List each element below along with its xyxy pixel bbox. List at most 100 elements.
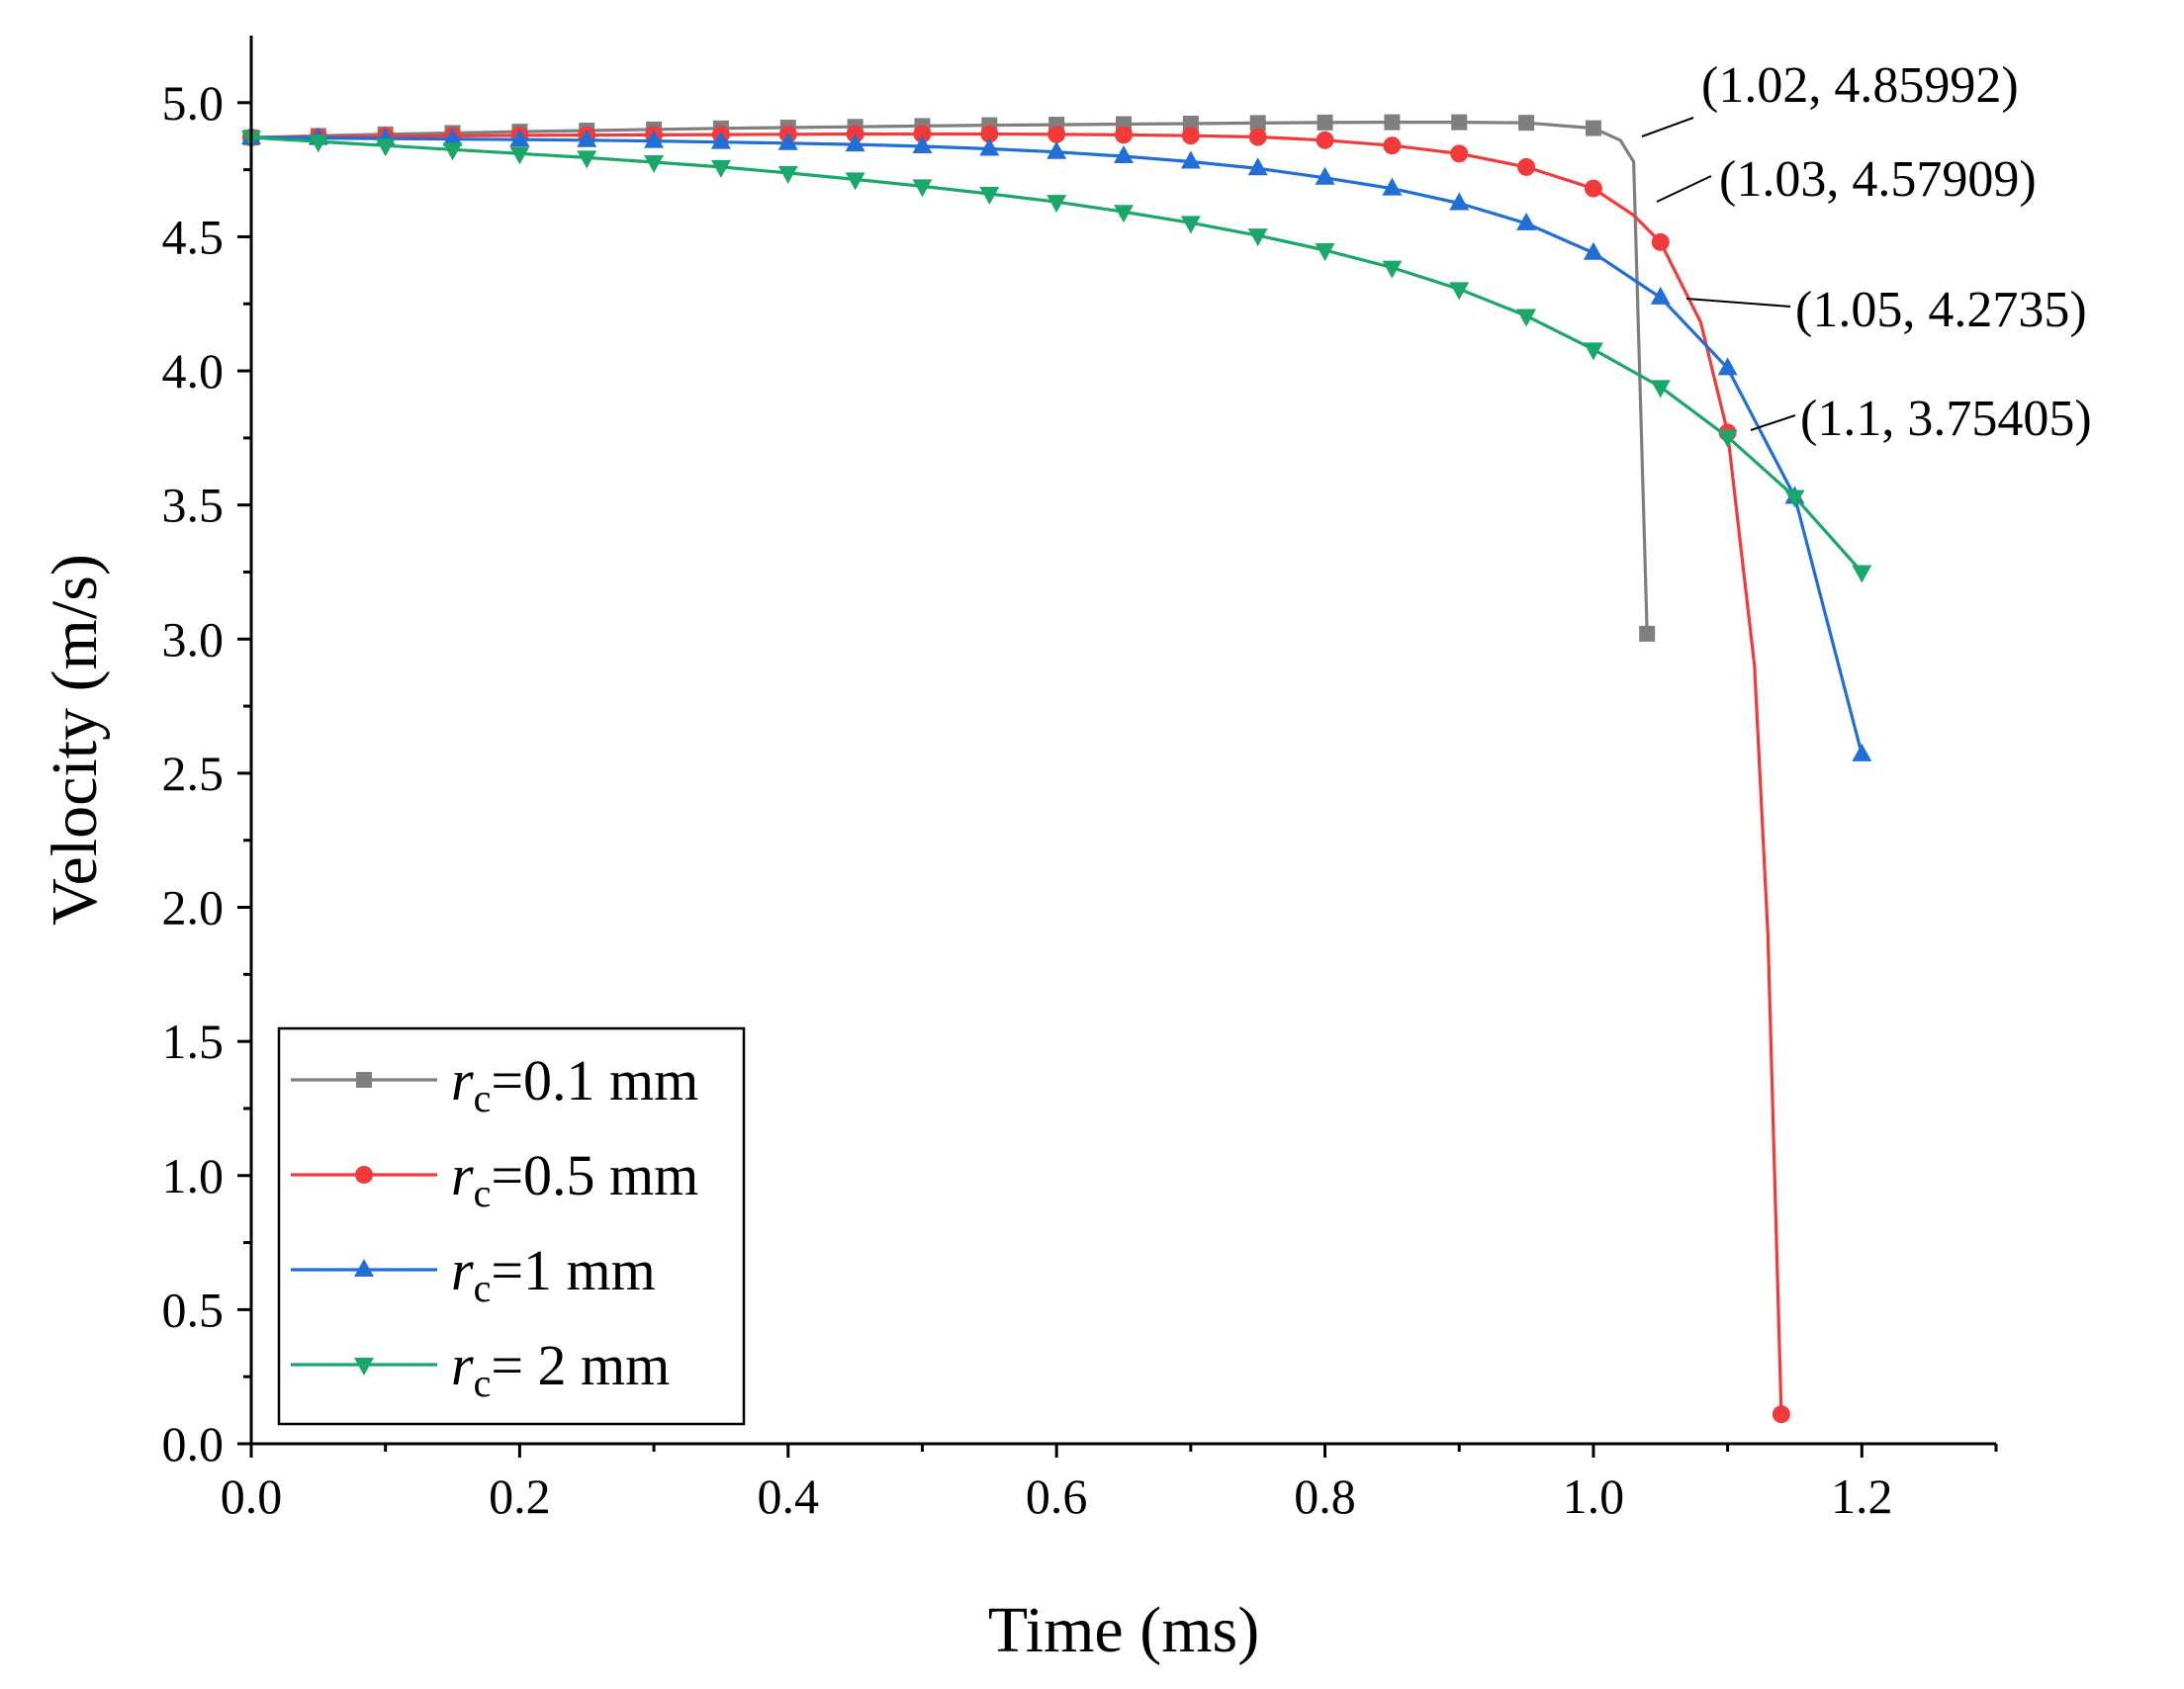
data-point [1784, 489, 1805, 508]
legend-swatch-marker [355, 1166, 373, 1184]
data-point [1583, 342, 1603, 361]
y-tick-label: 0.0 [162, 1416, 225, 1471]
data-point [1315, 166, 1335, 185]
y-axis-title: Velocity (m/s) [39, 554, 111, 926]
data-point [1317, 114, 1333, 131]
data-point [1046, 195, 1067, 214]
data-point [1583, 241, 1603, 260]
data-point [1584, 179, 1602, 198]
data-point [979, 187, 1000, 206]
data-point [1449, 282, 1470, 301]
data-point [777, 165, 798, 184]
legend-rest: =0.1 mm [491, 1048, 698, 1112]
y-tick-label: 3.5 [162, 478, 225, 533]
legend-item-3: rc= 2 mm [291, 1333, 670, 1405]
data-point [1046, 140, 1067, 159]
data-point [1181, 127, 1200, 145]
annotation-leader-line [1656, 175, 1712, 203]
data-point [912, 135, 933, 154]
data-point [1451, 114, 1468, 131]
legend-label: rc=0.1 mm [451, 1048, 698, 1120]
data-point [1182, 115, 1199, 132]
data-point [1180, 150, 1201, 169]
data-point [1384, 114, 1401, 131]
legend-label: rc=0.5 mm [451, 1143, 698, 1215]
legend-item-2: rc=1 mm [291, 1238, 656, 1310]
data-point [1852, 743, 1872, 761]
data-point [1650, 380, 1671, 399]
legend-subscript: c [474, 1361, 492, 1405]
data-point [509, 129, 530, 147]
y-tick-label: 2.5 [162, 746, 225, 801]
axes [249, 36, 1996, 1446]
annotation-leader-line [1641, 117, 1694, 137]
data-point [577, 129, 597, 147]
data-point [1517, 157, 1536, 176]
data-point [1516, 212, 1537, 230]
y-tick-label: 2.0 [162, 880, 225, 935]
y-ticks: 0.0 0.5 1.0 1.5 2.0 2.5 3.0 3.5 4.0 4.5 5.0 [162, 75, 251, 1471]
y-tick-label: 1.5 [162, 1014, 225, 1069]
y-tick-label: 3.0 [162, 611, 225, 667]
legend-rest: =0.5 mm [491, 1143, 698, 1207]
legend-subscript: c [474, 1171, 492, 1215]
data-point [1180, 216, 1201, 234]
annotation-label: (1.1, 3.75405) [1800, 391, 2092, 447]
x-tick-label: 0.2 [489, 1468, 551, 1524]
data-point [1772, 1405, 1790, 1424]
data-point [1651, 232, 1670, 251]
data-point [1518, 115, 1535, 132]
annotation-label: (1.02, 4.85992) [1701, 57, 2019, 114]
data-point [980, 125, 999, 143]
data-point [1247, 228, 1268, 247]
series-line [250, 120, 1649, 634]
legend-swatch-marker [356, 1072, 372, 1088]
data-point [1585, 120, 1601, 136]
y-tick-label: 1.0 [162, 1148, 225, 1203]
legend-var: r [451, 1333, 474, 1397]
data-point [1114, 145, 1134, 164]
series-line [250, 132, 1783, 1415]
data-point [912, 179, 933, 198]
x-tick-label: 1.2 [1831, 1468, 1893, 1524]
legend-var: r [451, 1143, 474, 1207]
data-point [1315, 242, 1335, 261]
data-point [845, 172, 865, 191]
data-point [509, 146, 530, 165]
data-point [913, 125, 932, 143]
data-point [1047, 125, 1066, 143]
x-tick-label: 0.0 [221, 1468, 283, 1524]
data-point [777, 132, 798, 150]
x-ticks: 0.0 0.2 0.4 0.6 0.8 1.0 1.2 [221, 1444, 1998, 1524]
x-tick-label: 1.0 [1563, 1468, 1625, 1524]
data-point [1114, 205, 1134, 223]
legend-rest: = 2 mm [491, 1333, 670, 1397]
x-tick-label: 0.8 [1294, 1468, 1356, 1524]
y-tick-label: 0.5 [162, 1282, 225, 1337]
data-point [1115, 126, 1133, 144]
data-point [1449, 192, 1470, 211]
data-point [1450, 144, 1469, 163]
data-point [710, 131, 731, 149]
legend-rest: =1 mm [491, 1238, 655, 1302]
legend-subscript: c [474, 1266, 492, 1310]
data-point [1852, 565, 1872, 583]
x-axis-title: Time (ms) [988, 1594, 1259, 1666]
legend-swatch-marker [354, 1259, 374, 1277]
data-point [375, 138, 396, 157]
annotations-layer: (1.02, 4.85992) (1.03, 4.57909) (1.05, 4.2… [1641, 57, 2092, 447]
data-point [644, 155, 665, 174]
series-3 [241, 131, 1872, 583]
legend-label: rc= 2 mm [451, 1333, 670, 1405]
data-point [1639, 625, 1656, 642]
x-tick-label: 0.4 [758, 1468, 820, 1524]
data-point [979, 137, 1000, 156]
data-point [1650, 286, 1671, 305]
legend-item-1: rc=0.5 mm [291, 1143, 698, 1215]
legend-swatch-marker [354, 1358, 374, 1376]
data-point [442, 128, 463, 146]
legend-item-0: rc=0.1 mm [291, 1048, 698, 1120]
